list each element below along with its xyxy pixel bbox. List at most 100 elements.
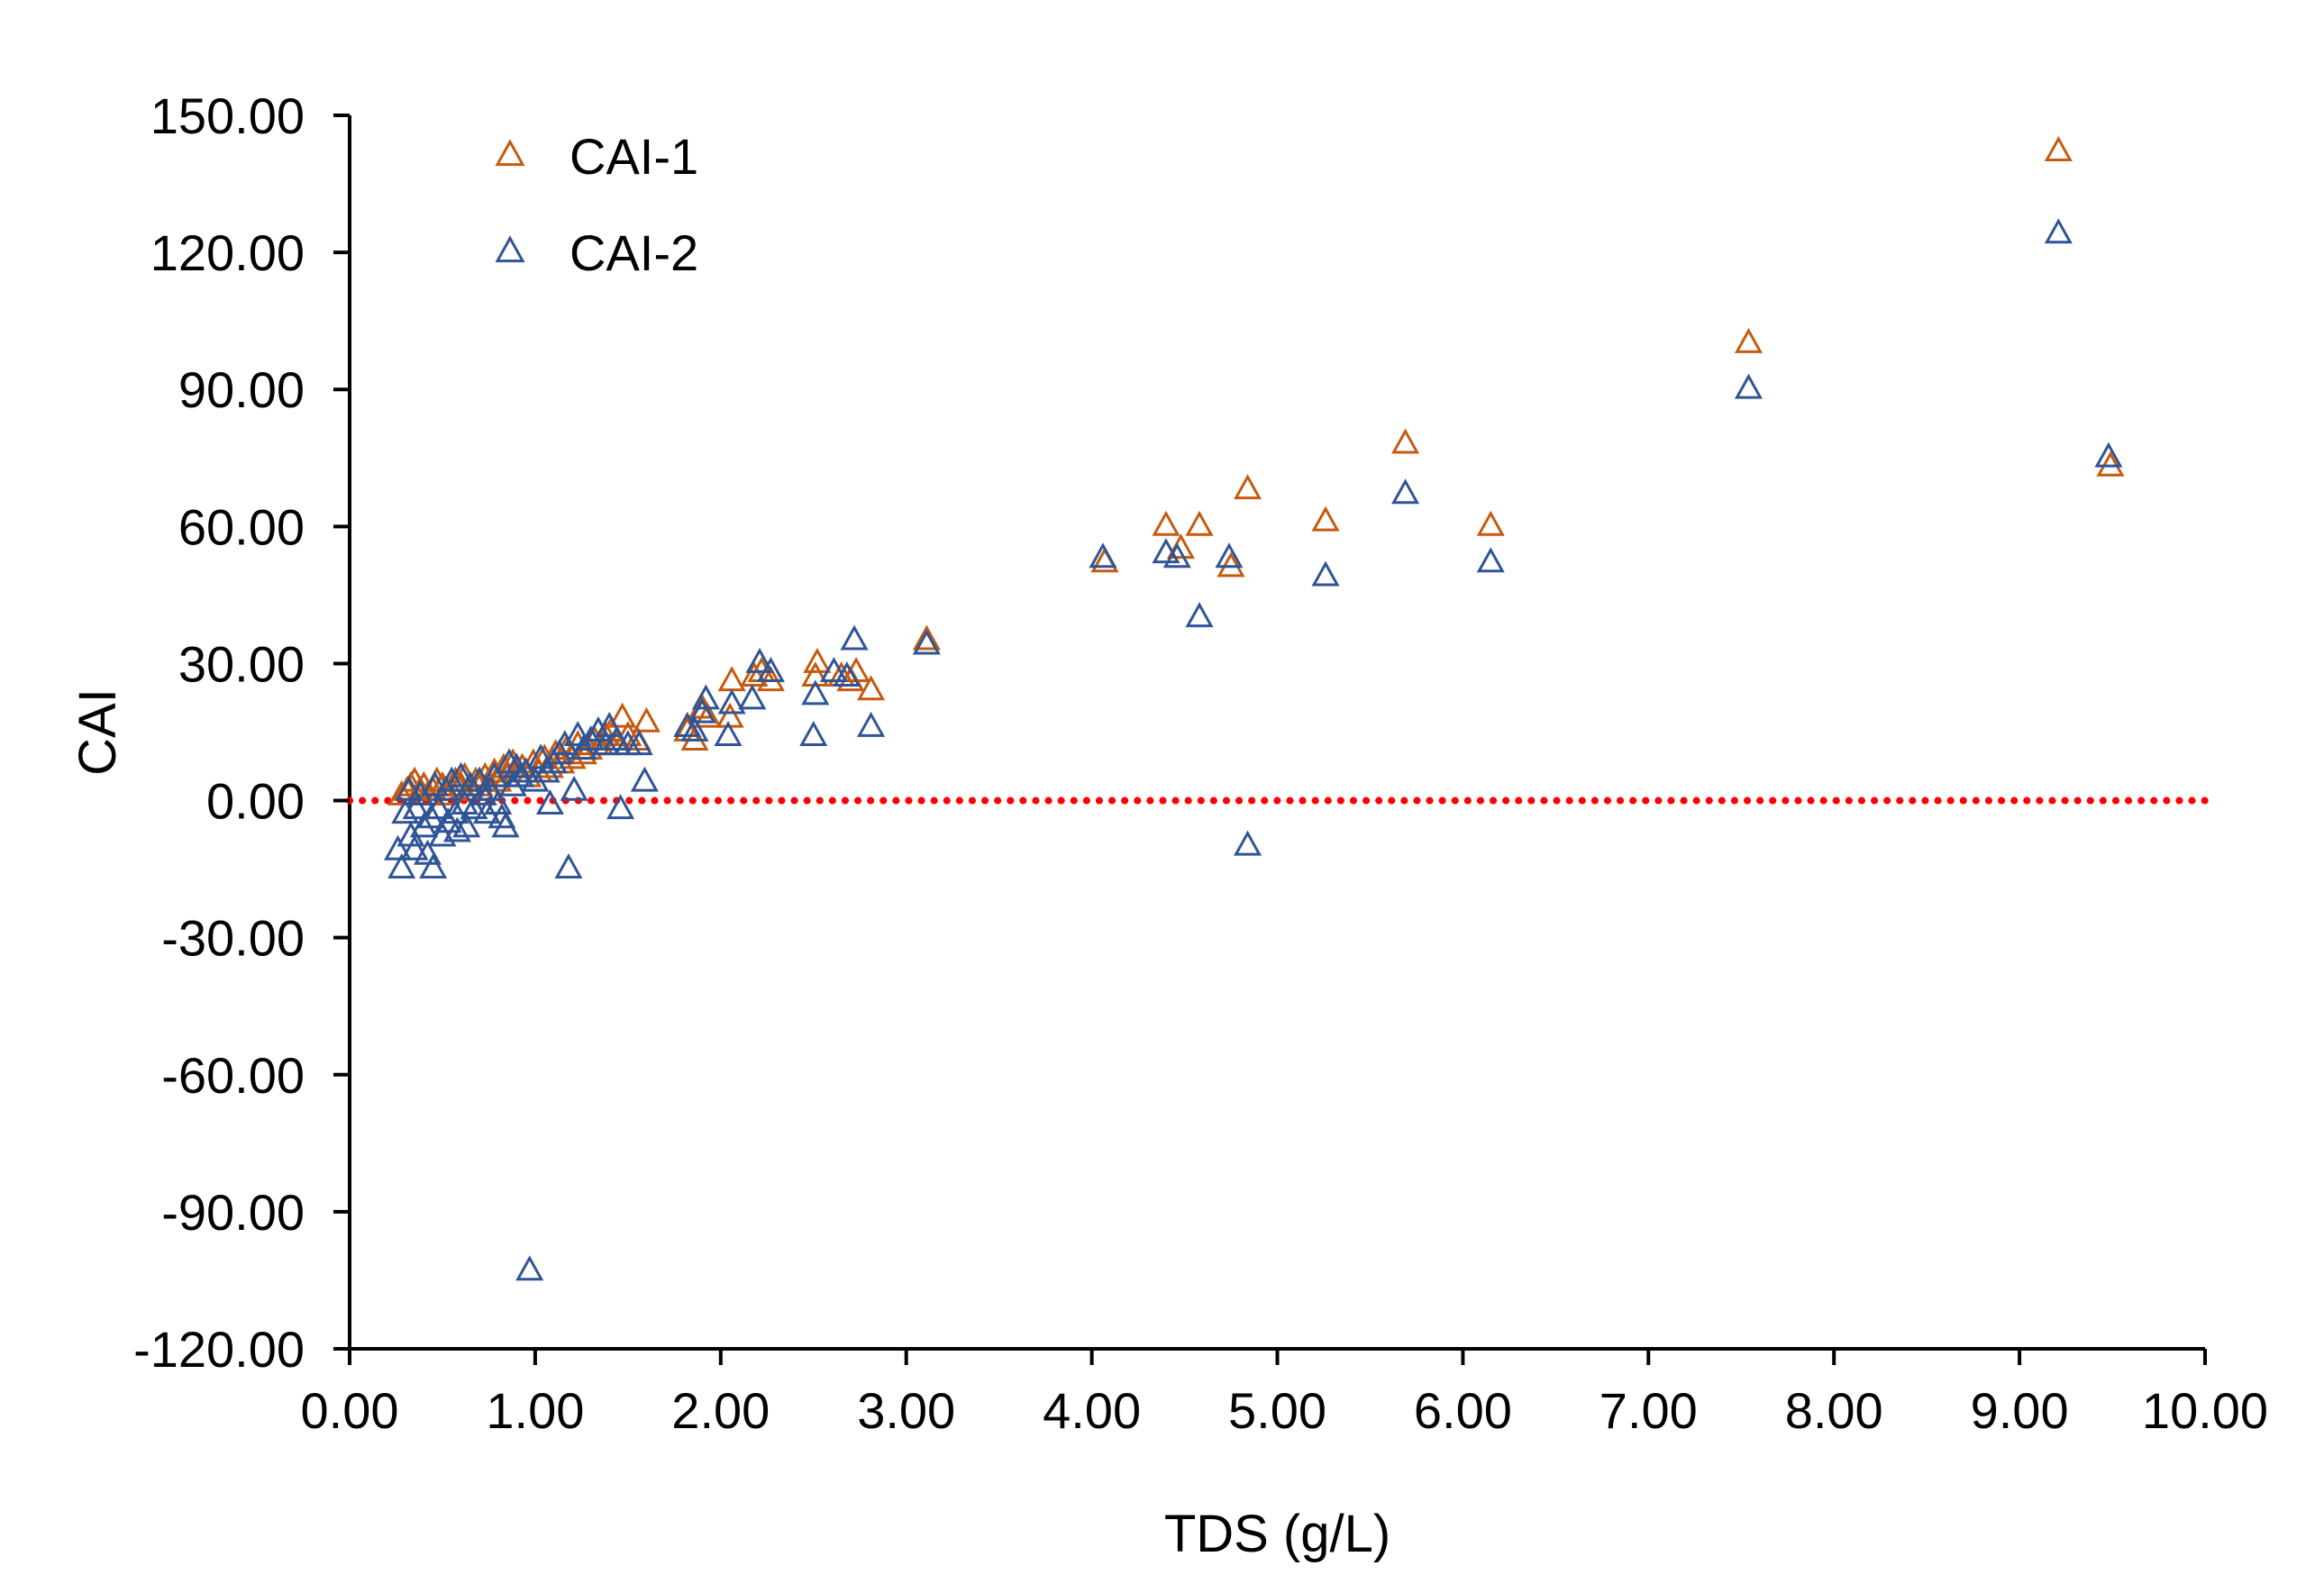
data-point-cai-1 xyxy=(1311,505,1340,532)
data-point-cai-2 xyxy=(460,794,488,820)
data-point-cai-2 xyxy=(1162,542,1191,569)
data-point-cai-1 xyxy=(1476,510,1505,536)
data-point-cai-2 xyxy=(819,656,848,682)
data-point-cai-2 xyxy=(402,794,431,820)
data-point-cai-2 xyxy=(591,730,620,756)
data-point-cai-2 xyxy=(840,624,869,651)
data-point-cai-2 xyxy=(624,730,653,756)
data-point-cai-2 xyxy=(691,684,720,710)
legend-item-cai-1: CAI-1 xyxy=(495,128,698,185)
legend-marker-cai-2 xyxy=(495,235,525,263)
data-point-cai-2 xyxy=(833,661,861,687)
series-cai-2-points xyxy=(383,218,2123,1281)
data-point-cai-2 xyxy=(717,688,746,715)
data-point-cai-2 xyxy=(1185,602,1214,628)
legend-marker-cai-1 xyxy=(495,139,525,167)
legend-label-cai-1: CAI-1 xyxy=(570,128,698,185)
data-point-cai-1 xyxy=(1152,510,1180,536)
data-point-cai-2 xyxy=(437,766,466,792)
data-point-cai-2 xyxy=(424,794,453,820)
data-point-cai-1 xyxy=(1234,474,1262,500)
data-point-cai-2 xyxy=(673,711,702,737)
data-point-cai-2 xyxy=(595,711,624,737)
data-point-cai-2 xyxy=(442,816,471,842)
data-point-cai-1 xyxy=(632,706,661,733)
x-tick-label: 7.00 xyxy=(1599,1382,1698,1439)
data-point-cai-2 xyxy=(421,770,450,796)
data-point-cai-2 xyxy=(602,725,632,751)
data-point-cai-2 xyxy=(391,798,420,824)
x-tick-label: 5.00 xyxy=(1228,1382,1326,1439)
y-axis-ticks: -120.00 -90.00 -60.00 -30.00 0.00 30.00 60.00 9… xyxy=(133,87,350,1378)
x-tick-label: 0.00 xyxy=(301,1382,399,1439)
data-point-cai-2 xyxy=(857,711,886,737)
data-point-cai-2 xyxy=(446,761,476,787)
data-point-cai-2 xyxy=(400,834,429,860)
data-point-cai-2 xyxy=(406,779,434,806)
data-point-cai-2 xyxy=(532,757,560,783)
y-tick-label: 90.00 xyxy=(178,361,305,418)
data-point-cai-2 xyxy=(409,812,438,838)
x-axis-ticks: 0.00 1.00 2.00 3.00 4.00 5.00 6.00 7.00 8.00 9.00… xyxy=(301,1349,2268,1439)
data-point-cai-2 xyxy=(2044,218,2073,244)
x-tick-label: 9.00 xyxy=(1971,1382,2069,1439)
y-tick-label: 150.00 xyxy=(150,87,305,144)
data-point-cai-2 xyxy=(1089,542,1117,569)
data-point-cai-2 xyxy=(383,834,413,860)
legend: CAI-1 CAI-2 xyxy=(495,128,698,281)
data-point-cai-2 xyxy=(912,629,941,655)
data-point-cai-2 xyxy=(498,770,527,796)
data-point-cai-2 xyxy=(630,766,659,792)
data-point-cai-2 xyxy=(577,725,606,751)
data-point-cai-2 xyxy=(535,789,564,815)
x-tick-label: 1.00 xyxy=(486,1382,584,1439)
data-point-cai-2 xyxy=(452,812,481,838)
data-point-cai-1 xyxy=(387,779,416,806)
data-point-cai-1 xyxy=(432,779,460,806)
x-tick-label: 6.00 xyxy=(1414,1382,1512,1439)
data-point-cai-2 xyxy=(472,798,501,824)
data-point-cai-2 xyxy=(1476,547,1505,573)
data-point-cai-1 xyxy=(680,725,709,751)
data-point-cai-2 xyxy=(1234,830,1262,856)
y-tick-label: 120.00 xyxy=(150,224,305,281)
data-point-cai-2 xyxy=(745,647,774,673)
data-point-cai-1 xyxy=(1391,428,1420,454)
y-tick-label: 60.00 xyxy=(178,498,305,555)
data-point-cai-2 xyxy=(506,761,534,787)
legend-item-cai-2: CAI-2 xyxy=(495,224,698,281)
data-point-cai-2 xyxy=(495,748,524,774)
y-tick-label: -120.00 xyxy=(133,1321,305,1378)
y-tick-label: -90.00 xyxy=(161,1184,305,1241)
data-point-cai-2 xyxy=(1391,478,1420,505)
data-point-cai-1 xyxy=(912,624,941,651)
data-point-cai-2 xyxy=(515,1255,544,1281)
data-point-cai-2 xyxy=(551,730,579,756)
y-tick-label: 30.00 xyxy=(178,635,305,692)
data-point-cai-2 xyxy=(799,720,828,746)
data-point-cai-2 xyxy=(521,766,550,792)
data-point-cai-1 xyxy=(2096,451,2125,477)
data-point-cai-2 xyxy=(1734,373,1764,399)
data-point-cai-2 xyxy=(491,812,520,838)
data-point-cai-1 xyxy=(756,666,785,692)
data-point-cai-1 xyxy=(857,675,886,701)
data-point-cai-2 xyxy=(2094,441,2123,468)
plot-area: 0.00 1.00 2.00 3.00 4.00 5.00 6.00 7.00 8.00 9.00… xyxy=(133,87,2268,1439)
data-point-cai-2 xyxy=(584,715,613,742)
data-point-cai-2 xyxy=(680,715,709,742)
data-point-cai-1 xyxy=(1090,547,1119,573)
data-point-cai-2 xyxy=(433,807,462,833)
data-point-cai-2 xyxy=(560,775,588,801)
data-point-cai-1 xyxy=(1185,510,1214,536)
data-point-cai-1 xyxy=(1217,551,1245,578)
y-axis-title: CAI xyxy=(68,688,127,776)
y-tick-label: -60.00 xyxy=(161,1047,305,1104)
data-point-cai-2 xyxy=(512,757,541,783)
data-point-cai-1 xyxy=(1734,327,1764,353)
data-point-cai-2 xyxy=(387,853,416,879)
data-point-cai-2 xyxy=(1215,542,1244,569)
data-point-cai-2 xyxy=(1311,560,1340,587)
data-point-cai-2 xyxy=(756,656,785,682)
